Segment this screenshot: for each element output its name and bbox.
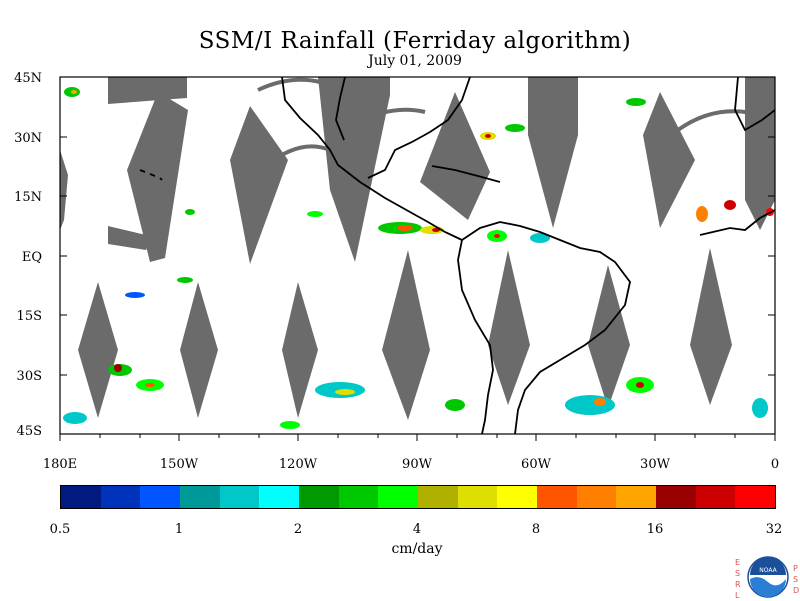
lon-label: 90W bbox=[402, 457, 433, 472]
colorbar-swatch bbox=[656, 486, 696, 508]
colorbar-tick-label: 8 bbox=[531, 522, 541, 537]
noaa-logo: E S R L NOAA P S D bbox=[733, 555, 800, 600]
colorbar-swatch bbox=[537, 486, 577, 508]
lat-ticks bbox=[60, 76, 775, 435]
rain-patches bbox=[63, 87, 774, 429]
noaa-emblem-icon: NOAA bbox=[747, 556, 789, 598]
colorbar-swatch bbox=[180, 486, 220, 508]
lat-label: 15S bbox=[17, 309, 42, 324]
logo-text: NOAA bbox=[759, 567, 777, 574]
colorbar-units: cm/day bbox=[391, 541, 443, 557]
colorbar-tick-label: 4 bbox=[412, 522, 422, 537]
lat-label: 30S bbox=[17, 369, 42, 384]
colorbar-tick-label: 16 bbox=[646, 522, 664, 537]
lon-label: 30W bbox=[640, 457, 671, 472]
map-title: SSM/I Rainfall (Ferriday algorithm) bbox=[198, 28, 632, 54]
lon-label: 0 bbox=[771, 457, 779, 472]
colorbar bbox=[60, 485, 776, 509]
lat-label: 30N bbox=[14, 131, 42, 146]
colorbar-swatch bbox=[735, 486, 776, 508]
lat-label: EQ bbox=[22, 250, 42, 265]
colorbar-swatch bbox=[61, 486, 101, 508]
colorbar-swatch bbox=[457, 486, 498, 508]
lon-label: 120W bbox=[279, 457, 318, 472]
colorbar-swatch bbox=[259, 486, 300, 508]
colorbar-swatch bbox=[497, 486, 538, 508]
colorbar-tick-label: 32 bbox=[765, 522, 783, 537]
lon-ticks bbox=[59, 434, 776, 441]
logo-left-letters: E S R L bbox=[735, 558, 741, 600]
map-date: July 01, 2009 bbox=[368, 53, 462, 69]
lat-label: 45S bbox=[17, 424, 42, 439]
lon-label: 180E bbox=[43, 457, 77, 472]
colorbar-swatch bbox=[418, 486, 458, 508]
coastlines bbox=[139, 77, 775, 434]
colorbar-swatch bbox=[219, 486, 260, 508]
colorbar-swatch bbox=[140, 486, 181, 508]
swath-arcs bbox=[257, 77, 771, 168]
colorbar-swatch bbox=[100, 486, 141, 508]
colorbar-tick-label: 0.5 bbox=[49, 522, 71, 537]
colorbar-swatch bbox=[299, 486, 339, 508]
lon-label: 150W bbox=[160, 457, 199, 472]
colorbar-tick-label: 1 bbox=[174, 522, 184, 537]
lat-label: 15N bbox=[14, 190, 42, 205]
colorbar-swatch bbox=[695, 486, 736, 508]
colorbar-swatch bbox=[338, 486, 379, 508]
lon-label: 60W bbox=[521, 457, 552, 472]
colorbar-swatch bbox=[616, 486, 657, 508]
swath-gaps bbox=[60, 77, 775, 420]
lat-label: 45N bbox=[14, 71, 42, 86]
colorbar-swatch bbox=[576, 486, 617, 508]
logo-right-letters: P S D bbox=[793, 564, 800, 595]
colorbar-tick-label: 2 bbox=[293, 522, 303, 537]
colorbar-swatch bbox=[378, 486, 419, 508]
